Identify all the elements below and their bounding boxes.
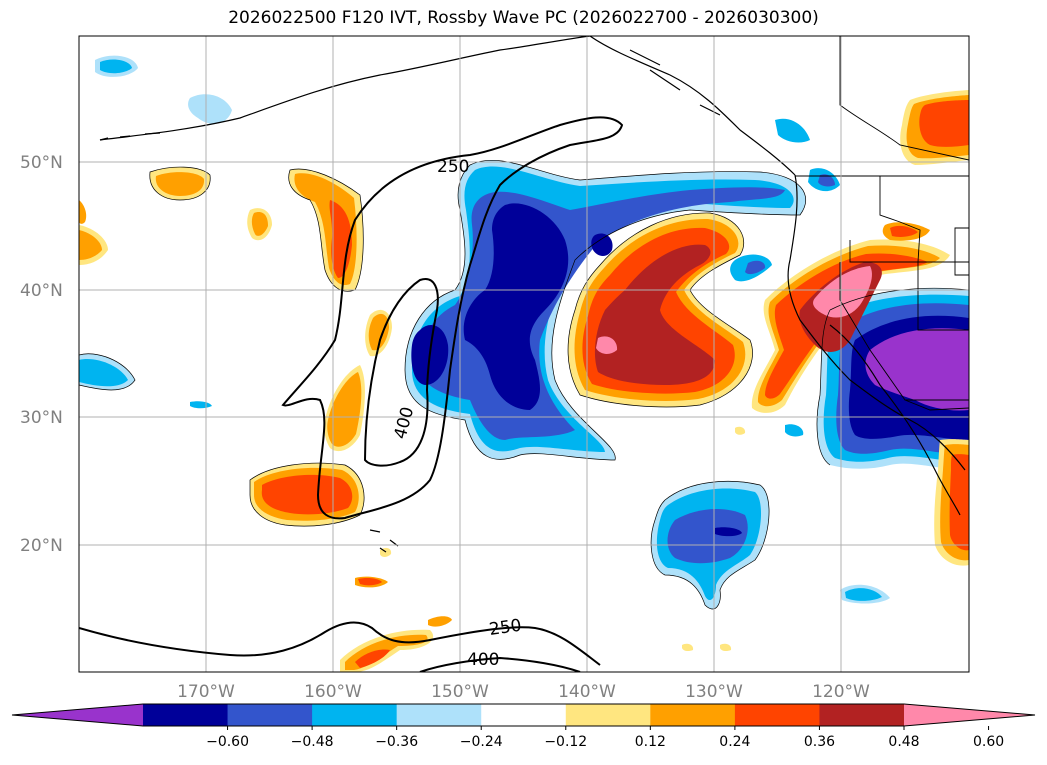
colorbar-segment (481, 704, 567, 726)
contour-label-250-north: 250 (437, 157, 469, 177)
colorbar-segment (143, 704, 229, 726)
map-frame (78, 35, 970, 673)
colorbar-tick-label: −0.12 (544, 734, 587, 750)
lon-label-130w: 130°W (685, 682, 743, 702)
lat-label-40n: 40°N (20, 281, 63, 301)
colorbar-tick-label: 0.48 (888, 734, 919, 750)
colorbar-segment (396, 704, 482, 726)
colorbar-tick-label: −0.48 (291, 734, 334, 750)
colorbar-extend-low (12, 704, 143, 726)
lon-label-160w: 160°W (304, 682, 362, 702)
colorbar-tick-label: −0.24 (460, 734, 503, 750)
colorbar-segment (650, 704, 736, 726)
lon-label-170w: 170°W (177, 682, 235, 702)
colorbar-segment (312, 704, 398, 726)
colorbar-segment (819, 704, 905, 726)
ivt-contours (79, 116, 624, 672)
colorbar-extend-high (904, 704, 1035, 726)
colorbar-tick-label: 0.36 (804, 734, 835, 750)
colorbar-segment (734, 704, 820, 726)
colorbar-segment (227, 704, 313, 726)
coastlines (99, 36, 966, 553)
colorbar-tick-label: −0.60 (206, 734, 249, 750)
colorbar-tick-label: −0.36 (375, 734, 418, 750)
lat-label-50n: 50°N (20, 153, 63, 173)
contour-label-250-south: 250 (488, 616, 523, 640)
colorbar-segment (565, 704, 651, 726)
lat-label-20n: 20°N (20, 536, 63, 556)
colorbar-tick-label: 0.12 (635, 734, 666, 750)
lon-label-140w: 140°W (558, 682, 616, 702)
lon-label-120w: 120°W (812, 682, 870, 702)
colorbar-tick-label: 0.60 (973, 734, 1004, 750)
lon-label-150w: 150°W (431, 682, 489, 702)
positive-anomaly-shading (79, 90, 969, 672)
lat-label-30n: 30°N (20, 408, 63, 428)
map-title: 2026022500 F120 IVT, Rossby Wave PC (202… (228, 8, 819, 28)
colorbar: −0.60 −0.48 −0.36 −0.24 −0.12 0.12 0.24 0.36 0.4… (11, 703, 1036, 750)
anomaly-outline-contours (79, 159, 969, 610)
map-plot-area (79, 36, 969, 672)
colorbar-outline (11, 703, 1036, 727)
contour-label-400-south: 400 (467, 650, 499, 670)
colorbar-tick-label: 0.24 (719, 734, 750, 750)
